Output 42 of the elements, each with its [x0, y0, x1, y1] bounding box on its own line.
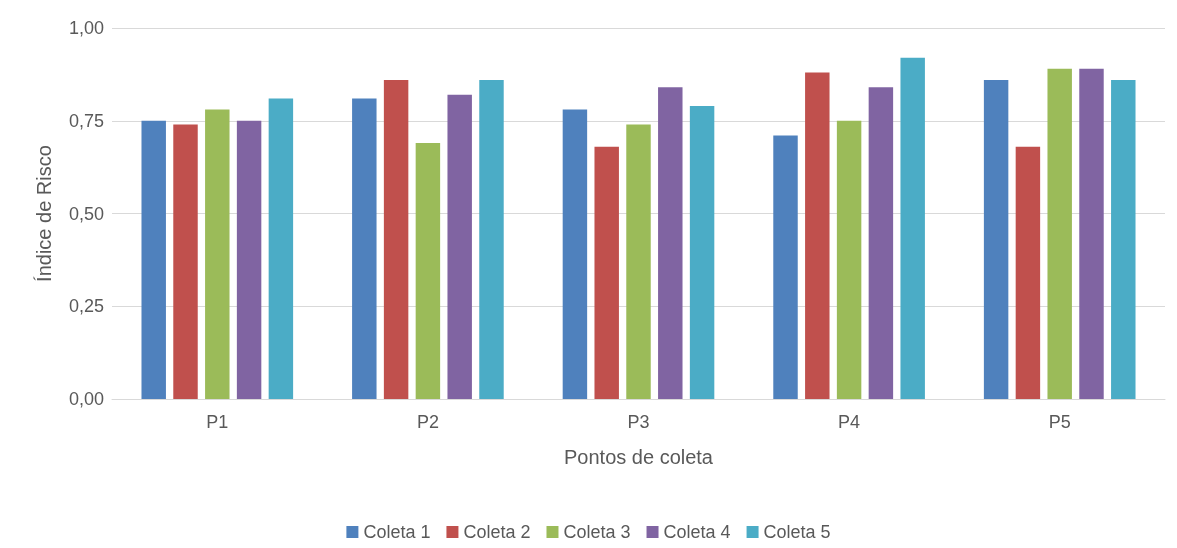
bar — [1047, 68, 1072, 399]
y-axis-title: Índice de Risco — [33, 145, 55, 282]
bar — [805, 72, 830, 399]
legend-label: Coleta 2 — [463, 522, 531, 542]
bar — [479, 79, 504, 399]
legend-label: Coleta 3 — [563, 522, 631, 542]
bar — [1079, 68, 1104, 399]
bar — [383, 79, 409, 399]
x-axis-title: Pontos de coleta — [564, 446, 714, 468]
y-tick-label: 1,00 — [68, 18, 104, 38]
y-tick-label: 0,00 — [68, 389, 104, 409]
bar — [447, 94, 472, 399]
bar — [562, 109, 588, 399]
bar — [141, 120, 166, 399]
x-tick-label: P1 — [206, 412, 229, 432]
bar — [1111, 79, 1136, 399]
bar — [1015, 146, 1041, 399]
y-tick-label: 0,75 — [68, 110, 104, 131]
bar — [236, 120, 262, 399]
bar — [352, 98, 377, 399]
bar — [773, 135, 798, 399]
bar — [658, 87, 683, 399]
bar — [594, 146, 619, 399]
y-tick-label: 0,50 — [68, 203, 104, 224]
bar — [268, 98, 294, 399]
legend-label: Coleta 1 — [363, 522, 431, 542]
x-tick-label: P4 — [838, 412, 861, 432]
legend-label: Coleta 5 — [763, 522, 831, 542]
bar — [415, 143, 441, 399]
bar — [868, 87, 894, 399]
x-tick-label: P3 — [627, 412, 650, 432]
bar — [173, 124, 198, 399]
x-tick-label: P5 — [1048, 412, 1071, 432]
bar — [205, 109, 230, 399]
bar — [836, 120, 862, 399]
x-tick-label: P2 — [416, 412, 439, 432]
legend-label: Coleta 4 — [663, 522, 731, 542]
bar — [900, 57, 925, 399]
y-tick-label: 0,25 — [68, 296, 104, 317]
bar — [626, 124, 651, 399]
bar — [689, 105, 715, 399]
bar — [983, 79, 1009, 399]
